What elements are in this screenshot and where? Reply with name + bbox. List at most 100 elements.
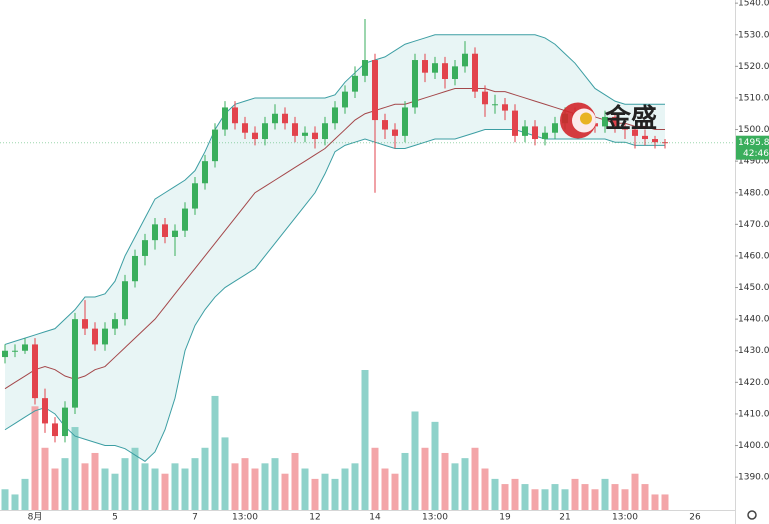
candle-body (492, 104, 498, 106)
y-tick-label: 1470.00 (738, 220, 769, 230)
settings-icon[interactable] (747, 510, 757, 520)
candle-body (532, 126, 538, 140)
volume-bar (611, 484, 619, 510)
volume-bar (491, 478, 499, 510)
volume-bar (21, 478, 29, 510)
volume-bar (521, 484, 529, 510)
volume-bar (81, 463, 89, 510)
y-tick-label: 1530.00 (738, 30, 769, 40)
candle-body (412, 60, 418, 108)
volume-bar (451, 463, 459, 510)
volume-bar (61, 458, 69, 510)
candle-body (332, 107, 338, 124)
volume-bar (51, 468, 59, 510)
volume-bar (411, 411, 419, 510)
y-tick-label: 1450.00 (738, 283, 769, 293)
candle-body (432, 63, 438, 73)
candle-body (162, 224, 168, 237)
candle-body (652, 139, 658, 143)
candle-body (502, 104, 508, 111)
candle-body (42, 398, 48, 424)
y-tick-label: 1500.00 (738, 125, 769, 135)
volume-bar (321, 473, 329, 510)
candle-body (442, 63, 448, 79)
candle-body (32, 344, 38, 399)
volume-bar (171, 463, 179, 510)
gear[interactable] (747, 510, 757, 520)
candle-body (642, 135, 648, 140)
candle-body (62, 407, 68, 437)
volume-bar (131, 447, 139, 510)
x-tick-label: 12 (309, 513, 320, 523)
candle-body (392, 129, 398, 136)
y-tick-label: 1390.00 (738, 473, 769, 483)
volume-bar (501, 484, 509, 510)
candle-body (322, 123, 328, 140)
candle-body (112, 319, 118, 329)
volume-bar (351, 463, 359, 510)
y-tick-label: 1520.00 (738, 62, 769, 72)
volume-bar (441, 452, 449, 510)
candle-body (202, 161, 208, 184)
volume-bar (621, 489, 629, 510)
candle-body (142, 240, 148, 256)
candle-body (92, 328, 98, 345)
candle-body (612, 116, 618, 127)
plot (1, 18, 669, 510)
x-tick-label: 21 (559, 513, 570, 523)
candle-body (522, 126, 528, 136)
candle-body (12, 350, 18, 352)
volume-bar (241, 458, 249, 510)
y-tick-label: 1430.00 (738, 346, 769, 356)
volume-bar (201, 447, 209, 510)
candle-body (262, 123, 268, 140)
candle-body (402, 107, 408, 136)
volume-bar (11, 494, 19, 510)
candle-body (302, 132, 308, 136)
volume-bar (601, 478, 609, 510)
volume-bar (101, 468, 109, 510)
volume-bar (71, 427, 79, 510)
countdown-label: 42:46 (743, 149, 769, 159)
volume-bar (1, 489, 9, 510)
candle-body (552, 123, 558, 133)
candle-body (212, 129, 218, 162)
y-tick-label: 1480.00 (738, 188, 769, 198)
volume-bar (581, 484, 589, 510)
band-fill (5, 34, 665, 462)
candle-body (602, 116, 608, 127)
candle-body (242, 123, 248, 133)
candle-body (82, 319, 88, 329)
candle-body (662, 142, 668, 144)
volume-bar (91, 452, 99, 510)
volume-bar (371, 447, 379, 510)
volume-bar (141, 463, 149, 510)
candle-body (22, 344, 28, 351)
candle-body (352, 75, 358, 92)
candle-body (462, 53, 468, 67)
candle-body (422, 60, 428, 73)
band-line (4, 34, 665, 345)
candle-body (282, 113, 288, 124)
volume-bar (341, 468, 349, 510)
volume-bar (251, 468, 259, 510)
volume-bar (481, 468, 489, 510)
x-tick-label: 13:00 (422, 513, 448, 523)
volume-bar (561, 489, 569, 510)
x-tick-label: 5 (112, 513, 118, 523)
volume-bar (181, 468, 189, 510)
candle-body (542, 132, 548, 140)
volume-bar (31, 406, 39, 510)
volume-bar (161, 473, 169, 510)
x-tick-label: 14 (369, 513, 381, 523)
volume-bar (191, 458, 199, 510)
volume-bar (231, 463, 239, 510)
candle-body (292, 123, 298, 136)
volume-bar (591, 489, 599, 510)
volume-bar (471, 447, 479, 510)
candle-body (102, 328, 108, 345)
candle-body (452, 66, 458, 79)
volume-bar (311, 478, 319, 510)
y-tick-label: 1440.00 (738, 315, 769, 325)
last-price-box (736, 135, 769, 160)
